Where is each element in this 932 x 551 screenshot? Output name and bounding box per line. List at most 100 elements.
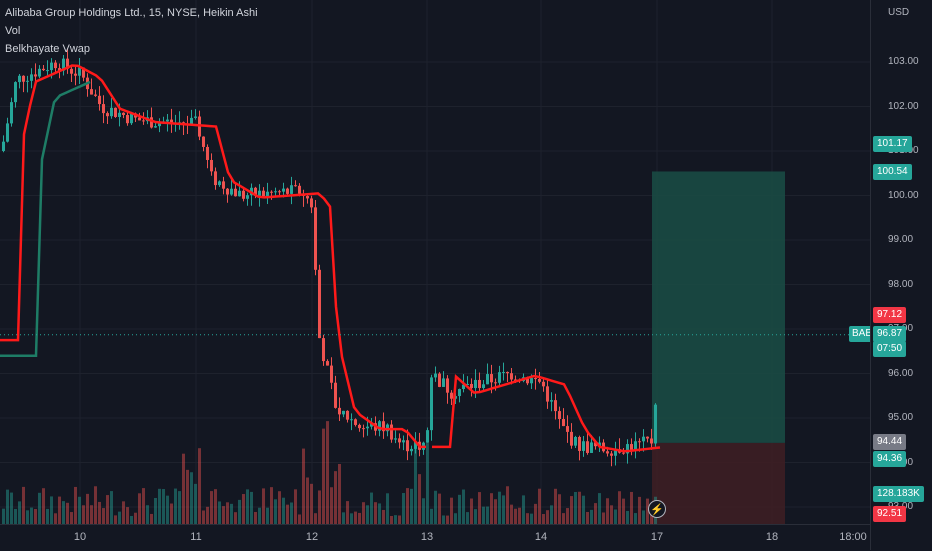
candle-body: [22, 75, 25, 82]
volume-bar: [454, 513, 457, 524]
time-axis[interactable]: 10 11 12 13 14 17 18 18:00: [0, 524, 870, 551]
candle-body: [394, 438, 397, 440]
volume-bar: [598, 493, 601, 524]
volume-bar: [450, 497, 453, 524]
volume-bar: [478, 492, 481, 524]
volume-bar: [382, 509, 385, 524]
volume-bar: [314, 513, 317, 524]
candle-body: [282, 188, 285, 192]
candle-body: [334, 382, 337, 408]
candle-body: [150, 117, 153, 128]
candle-body: [654, 404, 657, 444]
volume-bar: [582, 495, 585, 524]
volume-bar: [566, 508, 569, 524]
candle-body: [590, 442, 593, 453]
candle-body: [514, 379, 517, 381]
candle-body: [526, 377, 529, 384]
volume-bar: [482, 506, 485, 524]
volume-bar: [474, 509, 477, 524]
volume-bar: [270, 487, 273, 524]
volume-bar: [86, 493, 89, 524]
time-tick-label: 17: [650, 531, 664, 543]
candle-body: [430, 377, 433, 431]
volume-bar: [378, 503, 381, 524]
price-axis[interactable]: USD 103.00102.00101.00100.0099.0098.0097…: [870, 0, 932, 550]
volume-bar: [374, 502, 377, 524]
candle-body: [354, 419, 357, 425]
candlestick-chart[interactable]: [0, 0, 870, 524]
candle-body: [474, 379, 477, 389]
candle-body: [498, 372, 501, 383]
volume-bar: [362, 502, 365, 524]
candle-body: [170, 119, 173, 124]
candle-body: [90, 89, 93, 95]
volume-bar: [574, 492, 577, 524]
candle-body: [570, 431, 573, 446]
candle-body: [486, 374, 489, 385]
candle-body: [318, 269, 321, 339]
candle-body: [10, 102, 13, 124]
volume-bar: [558, 494, 561, 524]
volume-bar: [442, 515, 445, 524]
candle-body: [286, 188, 289, 194]
candle-body: [434, 373, 437, 378]
candle-body: [242, 190, 245, 199]
candle-body: [6, 123, 9, 142]
candle-body: [314, 207, 317, 270]
entry-secondary-tag: 94.36: [873, 451, 907, 467]
volume-bar: [22, 486, 25, 524]
candle-body: [386, 424, 389, 432]
volume-bar: [106, 495, 109, 524]
candle-body: [550, 400, 553, 402]
candle-body: [462, 384, 465, 390]
volume-bar: [182, 453, 185, 524]
volume-bar: [250, 491, 253, 524]
candle-body: [14, 82, 17, 103]
volume-indicator-legend[interactable]: Vol: [5, 25, 21, 37]
volume-bar: [486, 506, 489, 524]
candle-body: [26, 80, 29, 82]
volume-bar: [42, 488, 45, 524]
time-tick-label: 18: [765, 531, 779, 543]
volume-bar: [494, 499, 497, 524]
candle-body: [70, 68, 73, 74]
candle-body: [310, 198, 313, 208]
candle-body: [126, 114, 129, 124]
vwap-indicator-legend[interactable]: Belkhayate Vwap: [5, 43, 90, 55]
candle-body: [326, 361, 329, 366]
candle-body: [270, 191, 273, 193]
chart-area[interactable]: Alibaba Group Holdings Ltd., 15, NYSE, H…: [0, 0, 882, 524]
candle-body: [398, 438, 401, 443]
volume-bar: [422, 498, 425, 524]
volume-bar: [138, 493, 141, 524]
candle-body: [34, 74, 37, 77]
candle-body: [114, 107, 117, 118]
price-tick-label: 95.00: [888, 412, 914, 423]
candle-body: [78, 67, 81, 76]
currency-label: USD: [888, 7, 910, 18]
volume-bar: [578, 491, 581, 524]
candle-body: [238, 190, 241, 197]
candle-body: [530, 378, 533, 384]
loss-zone: [652, 442, 785, 524]
candle-body: [2, 141, 5, 151]
candle-body: [166, 119, 169, 122]
volume-bar: [502, 495, 505, 524]
candle-body: [30, 74, 33, 81]
volume-bar: [258, 507, 261, 524]
volume-bar: [114, 515, 117, 524]
volume-bar: [54, 513, 57, 524]
time-tick-label: 14: [534, 531, 548, 543]
volume-bar: [78, 496, 81, 524]
candle-body: [454, 396, 457, 399]
candle-body: [438, 373, 441, 387]
volume-bar: [178, 491, 181, 524]
chart-title-legend[interactable]: Alibaba Group Holdings Ltd., 15, NYSE, H…: [5, 7, 258, 19]
candle-body: [634, 441, 637, 451]
volume-bar: [402, 493, 405, 524]
volume-bar: [2, 508, 5, 524]
candle-body: [586, 441, 589, 453]
candle-body: [638, 441, 641, 443]
lightning-icon[interactable]: ⚡: [648, 500, 666, 518]
volume-bar: [202, 510, 205, 524]
